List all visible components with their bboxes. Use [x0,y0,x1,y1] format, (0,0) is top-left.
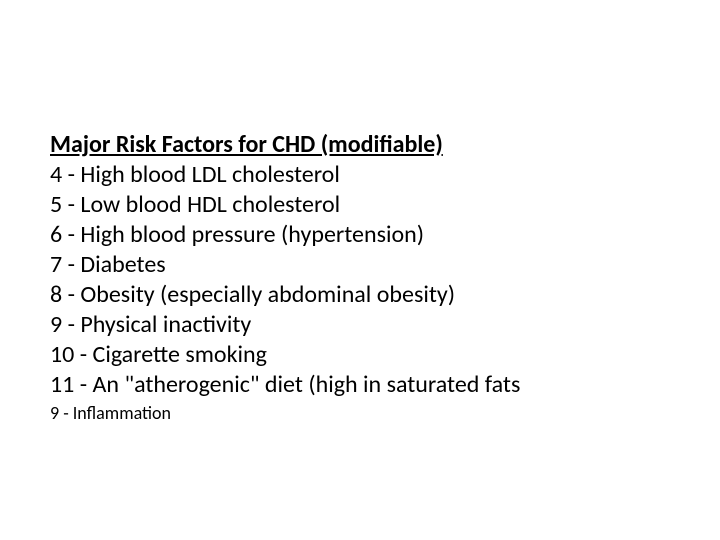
slide-heading: Major Risk Factors for CHD (modifiable) [50,130,670,160]
list-item: 11 - An "atherogenic" diet (high in satu… [50,370,670,400]
footer-line: 9 - Inflammation [50,402,670,425]
list-item: 9 - Physical inactivity [50,310,670,340]
list-item: 8 - Obesity (especially abdominal obesit… [50,280,670,310]
content-block: Major Risk Factors for CHD (modifiable) … [50,130,670,425]
list-item: 10 - Cigarette smoking [50,340,670,370]
list-item: 7 - Diabetes [50,250,670,280]
list-item: 4 - High blood LDL cholesterol [50,160,670,190]
list-item: 6 - High blood pressure (hypertension) [50,220,670,250]
list-item: 5 - Low blood HDL cholesterol [50,190,670,220]
